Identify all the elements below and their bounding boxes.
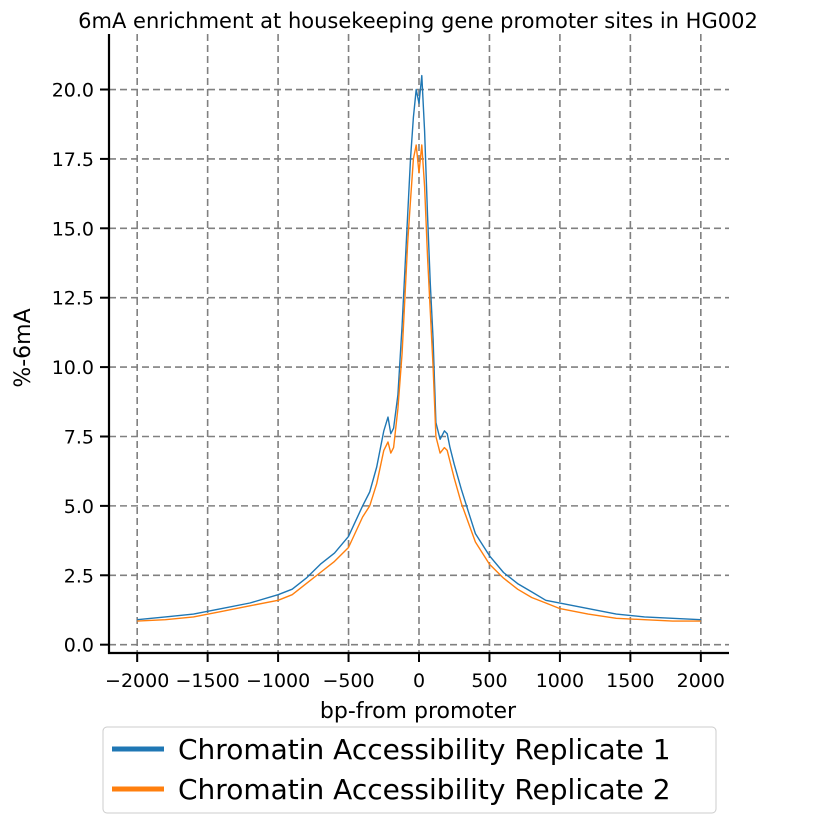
x-tick-label: 0 [413, 670, 425, 692]
x-tick-label: 1500 [606, 670, 654, 692]
x-tick-label: −500 [322, 670, 374, 692]
x-tick-label: 1000 [536, 670, 584, 692]
y-tick-label: 20.0 [52, 80, 94, 102]
series-line-replicate-2 [137, 144, 701, 622]
x-tick-label: −1500 [175, 670, 239, 692]
ticks-layer: −2000 −1500 −1000 −500 0 500 1000 1500 2000 0.0 2.… [52, 80, 725, 692]
legend-frame [102, 726, 717, 814]
x-tick-label: −2000 [105, 670, 169, 692]
y-tick-label: 12.5 [52, 288, 94, 310]
series-layer [137, 74, 701, 622]
series-line-replicate-1 [137, 74, 701, 621]
y-tick-label: 7.5 [64, 426, 94, 448]
chart-title: 6mA enrichment at housekeeping gene prom… [78, 9, 758, 33]
x-tick-label: −1000 [246, 670, 310, 692]
legend: Chromatin Accessibility Replicate 1 Chro… [102, 726, 717, 814]
y-tick-label: 0.0 [64, 635, 94, 657]
y-tick-label: 15.0 [52, 218, 94, 240]
x-axis-label: bp-from promoter [320, 699, 517, 724]
y-tick-label: 5.0 [64, 496, 94, 518]
legend-label-replicate-2: Chromatin Accessibility Replicate 2 [178, 773, 671, 806]
y-tick-label: 10.0 [52, 357, 94, 379]
x-tick-label: 500 [471, 670, 507, 692]
x-tick-label: 2000 [677, 670, 725, 692]
y-axis-label: %-6mA [11, 308, 36, 387]
y-tick-label: 17.5 [52, 149, 94, 171]
grid-layer [109, 34, 729, 653]
legend-label-replicate-1: Chromatin Accessibility Replicate 1 [178, 733, 671, 766]
y-tick-label: 2.5 [64, 565, 94, 587]
